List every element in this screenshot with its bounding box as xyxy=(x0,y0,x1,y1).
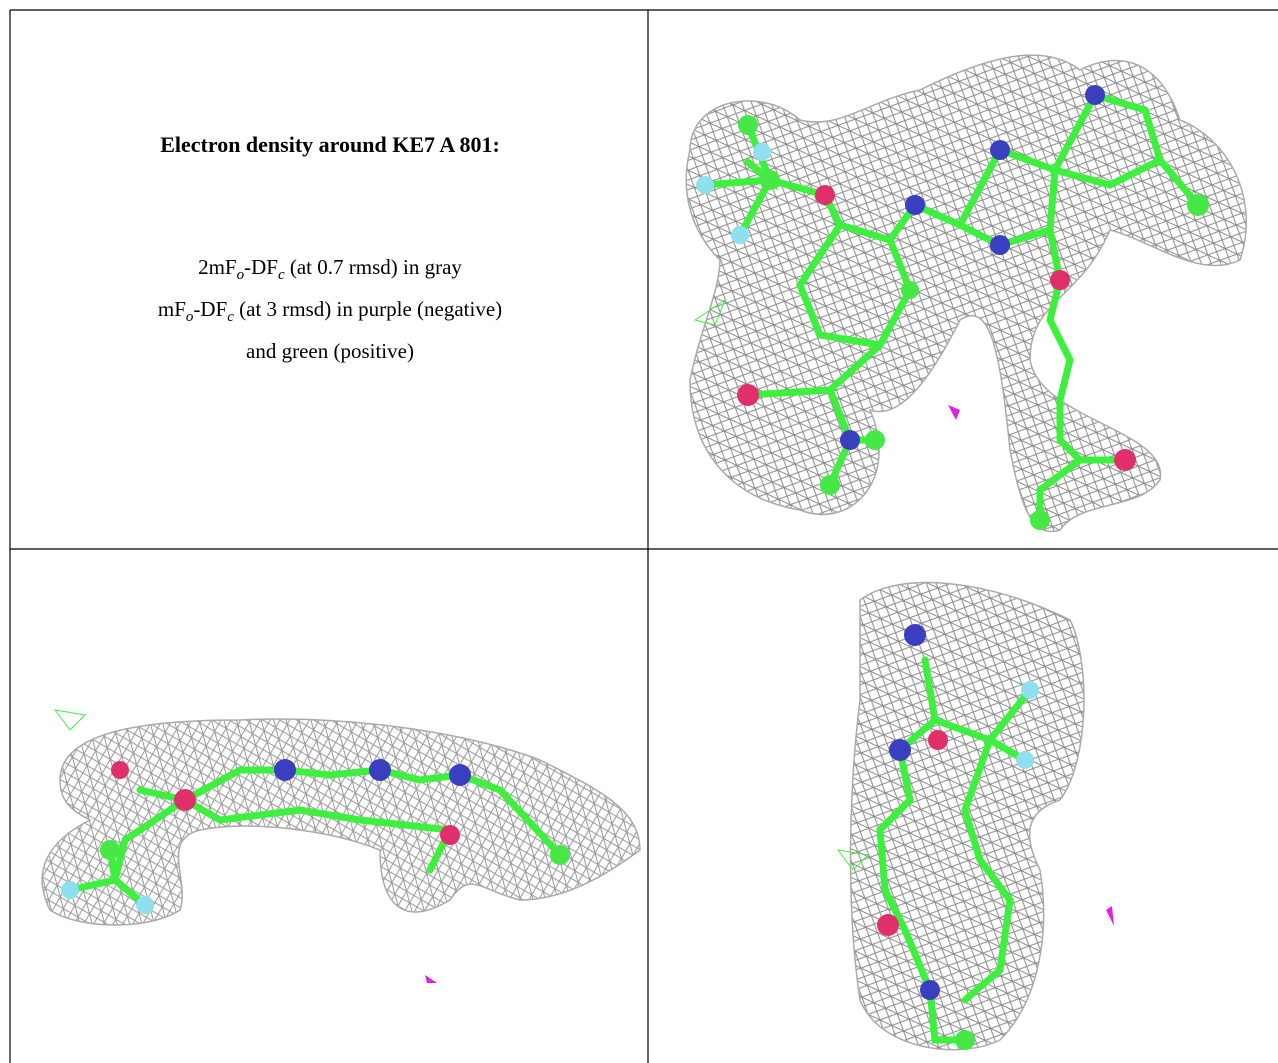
text: 2mF xyxy=(198,255,237,279)
shape xyxy=(955,1030,975,1050)
shape xyxy=(901,281,919,299)
shape xyxy=(1085,85,1105,105)
shape xyxy=(905,195,925,215)
shape xyxy=(369,759,391,781)
text: and green (positive) xyxy=(246,339,414,364)
density-view-1 xyxy=(685,54,1248,533)
text: (at 3 rmsd) in purple (negative) xyxy=(233,297,503,322)
shape xyxy=(889,739,911,761)
shape xyxy=(876,656,969,1044)
shape xyxy=(1050,270,1070,290)
shape xyxy=(53,709,87,731)
shape xyxy=(1114,449,1136,471)
shape xyxy=(111,761,129,779)
shape xyxy=(69,766,564,908)
caption-line: mFo-DFc (at 3 rmsd) in purple (negative) xyxy=(12,292,648,334)
shape xyxy=(1030,510,1050,530)
shape xyxy=(61,881,79,899)
shape xyxy=(550,845,570,865)
atoms xyxy=(693,85,1209,530)
shape xyxy=(753,143,771,161)
shape xyxy=(948,405,960,420)
density-view-3 xyxy=(836,581,1114,1051)
shape xyxy=(737,384,759,406)
shape xyxy=(1106,906,1114,926)
shape xyxy=(877,914,899,936)
shape xyxy=(425,975,437,983)
text: (at 0.7 rmsd) in gray xyxy=(284,255,462,279)
shape xyxy=(820,475,840,495)
shape xyxy=(738,115,758,135)
subscript: c xyxy=(227,309,234,326)
shape xyxy=(836,849,870,871)
text: mF xyxy=(157,297,186,322)
shape xyxy=(1016,751,1034,769)
shape xyxy=(440,825,460,845)
atoms xyxy=(836,624,1114,1050)
shape xyxy=(174,789,196,811)
shape xyxy=(865,430,885,450)
table-grid xyxy=(9,9,1278,1063)
caption-title: Electron density around KE7 A 801: xyxy=(160,132,500,157)
shape xyxy=(136,896,154,914)
shape xyxy=(449,764,471,786)
shape xyxy=(904,624,926,646)
text: -DF xyxy=(193,297,228,322)
mesh xyxy=(41,718,641,926)
mesh xyxy=(685,54,1248,533)
shape xyxy=(693,298,727,326)
atoms xyxy=(53,709,570,983)
subscript: c xyxy=(277,267,285,284)
shape xyxy=(931,687,1033,1004)
caption-lines: 2mFo-DFc (at 0.7 rmsd) in gray mFo-DFc (a… xyxy=(12,250,648,368)
shape xyxy=(815,185,835,205)
shape xyxy=(928,730,948,750)
shape xyxy=(696,176,714,194)
shape xyxy=(1021,681,1039,699)
shape xyxy=(100,840,120,860)
subscript: o xyxy=(185,309,194,326)
density-view-2 xyxy=(41,709,641,983)
shape xyxy=(760,170,780,190)
shape xyxy=(704,121,914,349)
shape xyxy=(990,140,1010,160)
molecule xyxy=(876,656,1033,1044)
caption-line: 2mFo-DFc (at 0.7 rmsd) in gray xyxy=(12,250,648,292)
shape xyxy=(1187,194,1209,216)
shape xyxy=(731,226,749,244)
subscript: o xyxy=(236,267,245,284)
shape xyxy=(990,235,1010,255)
caption-line: and green (positive) xyxy=(12,334,648,368)
shape xyxy=(920,980,940,1000)
shape xyxy=(840,430,860,450)
text: -DF xyxy=(244,255,278,279)
shape xyxy=(1036,226,1125,524)
shape xyxy=(274,759,296,781)
